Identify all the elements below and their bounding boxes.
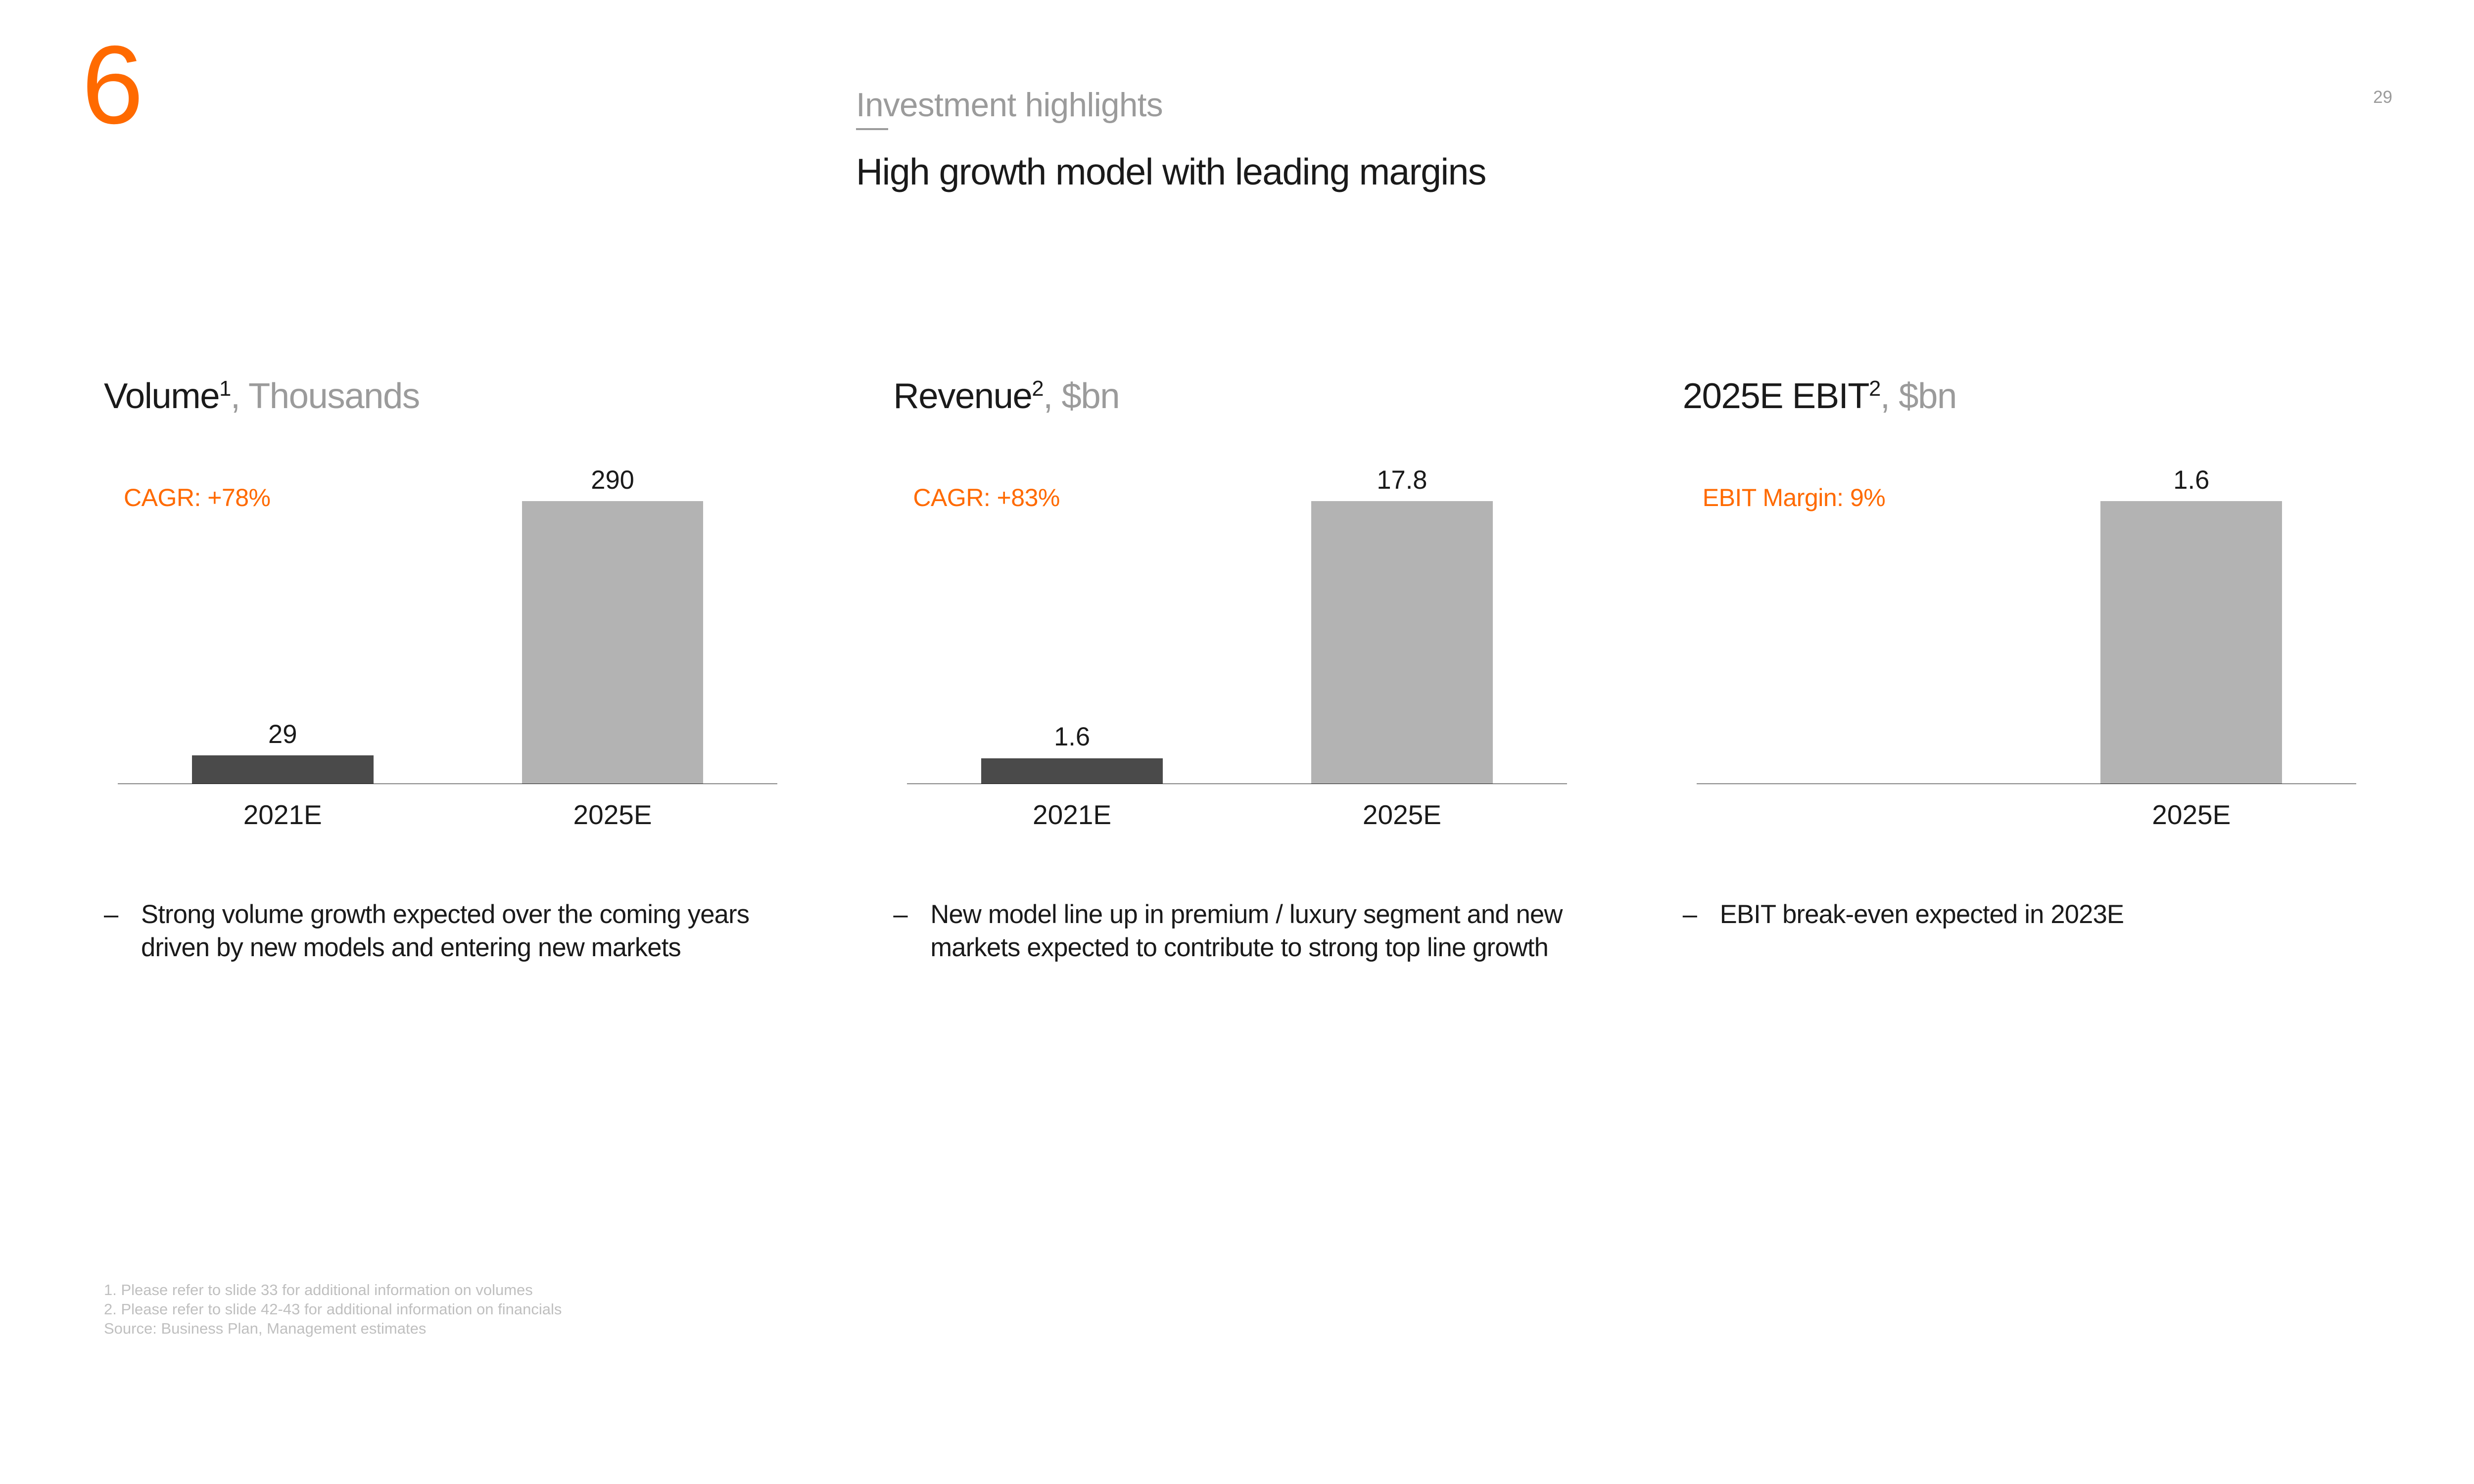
bars-wrap: 1.6 17.8: [907, 463, 1567, 784]
x-labels: 2025E: [1697, 789, 2357, 834]
x-axis-label: 2025E: [1237, 789, 1567, 834]
footnote-line: Source: Business Plan, Management estima…: [104, 1319, 562, 1339]
chart-column: Volume1, ThousandsCAGR: +78%292902021E20…: [104, 375, 791, 1141]
slide: 6 Investment highlights High growth mode…: [0, 0, 2474, 1391]
note-dash: –: [1683, 898, 1720, 931]
chart-title: Revenue2, $bn: [893, 375, 1580, 417]
chart-title-sup: 2: [1032, 377, 1043, 401]
section-label: Investment highlights: [856, 86, 1163, 124]
bar-slot: 290: [448, 463, 778, 784]
footnote-line: 2. Please refer to slide 42-43 for addit…: [104, 1300, 562, 1319]
bar-value-label: 17.8: [1377, 465, 1427, 495]
note-text: EBIT break-even expected in 2023E: [1720, 898, 2370, 931]
bar: [522, 501, 704, 784]
bar-slot: 29: [118, 463, 448, 784]
bar: [1311, 501, 1493, 784]
bar: [2100, 501, 2282, 784]
x-labels: 2021E2025E: [118, 789, 778, 834]
chart-note: –New model line up in premium / luxury s…: [893, 898, 1580, 964]
note-text: Strong volume growth expected over the c…: [141, 898, 791, 964]
chart-column: 2025E EBIT2, $bnEBIT Margin: 9%1.62025E–…: [1683, 375, 2370, 1141]
chart-area: 1.6 17.8 2021E2025E: [893, 463, 1580, 834]
chart-title-main: Volume: [104, 376, 219, 416]
chart-title: Volume1, Thousands: [104, 375, 791, 417]
note-dash: –: [893, 898, 930, 964]
charts-row: Volume1, ThousandsCAGR: +78%292902021E20…: [104, 375, 2370, 1141]
chart-title-unit: , $bn: [1880, 376, 1956, 416]
bar-value-label: 29: [268, 719, 297, 749]
chart-note: –Strong volume growth expected over the …: [104, 898, 791, 964]
note-text: New model line up in premium / luxury se…: [930, 898, 1580, 964]
chart-title-main: 2025E EBIT: [1683, 376, 1869, 416]
section-number: 6: [82, 21, 140, 149]
bar-value-label: 1.6: [2173, 465, 2209, 495]
x-axis-label: 2025E: [2026, 789, 2356, 834]
chart-title-sup: 1: [219, 377, 231, 401]
chart-title-main: Revenue: [893, 376, 1032, 416]
note-dash: –: [104, 898, 141, 964]
x-axis-label: 2025E: [448, 789, 778, 834]
chart-area: 29 290 2021E2025E: [104, 463, 791, 834]
page-number: 29: [2373, 88, 2392, 107]
bars-wrap: 29 290: [118, 463, 778, 784]
bar-value-label: 290: [591, 465, 634, 495]
footnotes: 1. Please refer to slide 33 for addition…: [104, 1281, 562, 1338]
bars-wrap: 1.6: [1697, 463, 2357, 784]
x-axis-label: 2021E: [907, 789, 1237, 834]
x-axis-label: 2021E: [118, 789, 448, 834]
bar: [981, 758, 1163, 784]
bar-slot: 1.6: [2026, 463, 2356, 784]
bar-slot: 1.6: [907, 463, 1237, 784]
bar: [192, 755, 374, 784]
chart-title-sup: 2: [1869, 377, 1880, 401]
chart-column: Revenue2, $bnCAGR: +83%1.617.82021E2025E…: [893, 375, 1580, 1141]
chart-title-unit: , $bn: [1043, 376, 1119, 416]
bar-slot: 17.8: [1237, 463, 1567, 784]
chart-title-unit: , Thousands: [231, 376, 420, 416]
chart-title: 2025E EBIT2, $bn: [1683, 375, 2370, 417]
section-underline: [856, 128, 888, 130]
chart-area: 1.6 2025E: [1683, 463, 2370, 834]
slide-title: High growth model with leading margins: [856, 150, 1486, 193]
x-labels: 2021E2025E: [907, 789, 1567, 834]
chart-note: –EBIT break-even expected in 2023E: [1683, 898, 2370, 931]
bar-value-label: 1.6: [1054, 722, 1090, 752]
footnote-line: 1. Please refer to slide 33 for addition…: [104, 1281, 562, 1300]
